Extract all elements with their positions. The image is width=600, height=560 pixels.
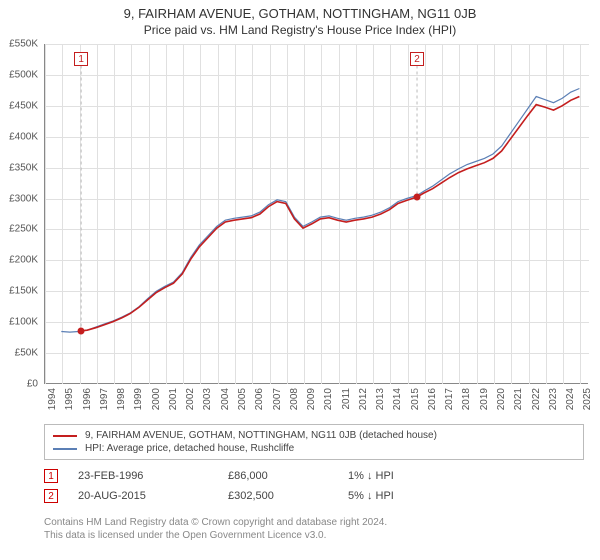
x-axis-label: 2000: [151, 388, 162, 410]
series-hpi: [61, 89, 579, 333]
x-axis-label: 2025: [582, 388, 593, 410]
x-axis-label: 1995: [64, 388, 75, 410]
x-axis-label: 2017: [444, 388, 455, 410]
y-axis-label: £100K: [9, 317, 38, 328]
x-axis-label: 2023: [548, 388, 559, 410]
footer-line-2: This data is licensed under the Open Gov…: [44, 529, 584, 542]
y-axis-label: £400K: [9, 131, 38, 142]
legend-row: HPI: Average price, detached house, Rush…: [53, 442, 575, 455]
x-axis-label: 1998: [116, 388, 127, 410]
x-axis-label: 2022: [531, 388, 542, 410]
footer-line-1: Contains HM Land Registry data © Crown c…: [44, 516, 584, 529]
legend-label: HPI: Average price, detached house, Rush…: [85, 443, 294, 454]
y-axis-label: £0: [27, 379, 38, 390]
legend-label: 9, FAIRHAM AVENUE, GOTHAM, NOTTINGHAM, N…: [85, 430, 437, 441]
x-axis-label: 1997: [99, 388, 110, 410]
x-axis-label: 2006: [254, 388, 265, 410]
y-axis-label: £500K: [9, 69, 38, 80]
sale-date: 20-AUG-2015: [78, 490, 228, 502]
sale-pct: 5% ↓ HPI: [348, 490, 468, 502]
legend: 9, FAIRHAM AVENUE, GOTHAM, NOTTINGHAM, N…: [44, 424, 584, 460]
x-axis-label: 2021: [513, 388, 524, 410]
x-axis-label: 2002: [185, 388, 196, 410]
x-axis-label: 2010: [323, 388, 334, 410]
sale-marker-box: 2: [410, 52, 424, 66]
legend-swatch: [53, 448, 77, 450]
x-axis-label: 2009: [306, 388, 317, 410]
sale-price: £302,500: [228, 490, 348, 502]
series-property: [81, 97, 579, 331]
legend-swatch: [53, 435, 77, 437]
x-axis-label: 2012: [358, 388, 369, 410]
y-axis-label: £150K: [9, 286, 38, 297]
footer: Contains HM Land Registry data © Crown c…: [44, 516, 584, 542]
x-axis-label: 2001: [168, 388, 179, 410]
x-axis-label: 2018: [461, 388, 472, 410]
x-axis-label: 1996: [82, 388, 93, 410]
x-axis-label: 2003: [202, 388, 213, 410]
sale-date: 23-FEB-1996: [78, 470, 228, 482]
y-axis-label: £350K: [9, 162, 38, 173]
y-axis-label: £550K: [9, 39, 38, 50]
legend-row: 9, FAIRHAM AVENUE, GOTHAM, NOTTINGHAM, N…: [53, 429, 575, 442]
page-title: 9, FAIRHAM AVENUE, GOTHAM, NOTTINGHAM, N…: [0, 0, 600, 21]
y-axis-label: £250K: [9, 224, 38, 235]
sale-rows: 1 23-FEB-1996£86,0001% ↓ HPI 2 20-AUG-2015£…: [44, 466, 584, 506]
sale-price: £86,000: [228, 470, 348, 482]
x-axis-label: 2014: [392, 388, 403, 410]
x-axis-label: 2004: [220, 388, 231, 410]
sale-row-marker: 2: [44, 489, 58, 503]
sale-point: [414, 194, 421, 201]
page-subtitle: Price paid vs. HM Land Registry's House …: [0, 21, 600, 41]
x-axis-label: 2005: [237, 388, 248, 410]
x-axis-label: 2007: [272, 388, 283, 410]
y-axis-label: £50K: [15, 348, 38, 359]
x-axis-label: 2024: [565, 388, 576, 410]
x-axis-label: 1994: [47, 388, 58, 410]
chart-lines: [44, 44, 588, 384]
x-axis-label: 2016: [427, 388, 438, 410]
sale-marker-box: 1: [74, 52, 88, 66]
x-axis-label: 2019: [479, 388, 490, 410]
y-axis-label: £200K: [9, 255, 38, 266]
x-axis-label: 2015: [410, 388, 421, 410]
sale-row: 2 20-AUG-2015£302,5005% ↓ HPI: [44, 486, 584, 506]
chart: £0£50K£100K£150K£200K£250K£300K£350K£400…: [44, 44, 588, 384]
y-axis-label: £300K: [9, 193, 38, 204]
sale-pct: 1% ↓ HPI: [348, 470, 468, 482]
x-axis-label: 2008: [289, 388, 300, 410]
sale-point: [78, 327, 85, 334]
x-axis-label: 2011: [341, 388, 352, 410]
x-axis-label: 2020: [496, 388, 507, 410]
sale-row-marker: 1: [44, 469, 58, 483]
y-axis-label: £450K: [9, 100, 38, 111]
x-axis-label: 1999: [133, 388, 144, 410]
sale-row: 1 23-FEB-1996£86,0001% ↓ HPI: [44, 466, 584, 486]
x-axis-label: 2013: [375, 388, 386, 410]
